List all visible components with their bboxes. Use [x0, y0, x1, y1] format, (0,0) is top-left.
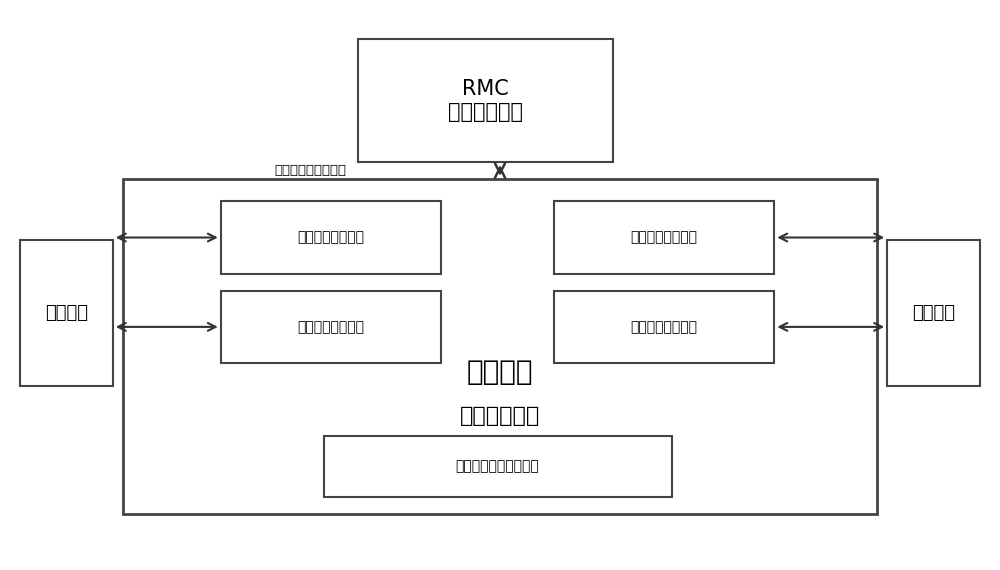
Text: 节点状态信息管理: 节点状态信息管理: [631, 320, 698, 334]
Text: 节点信息监控管理: 节点信息监控管理: [631, 230, 698, 245]
Bar: [358, 39, 613, 162]
Text: RMC
（一级管理）: RMC （一级管理）: [448, 79, 523, 122]
Bar: [324, 436, 672, 497]
Text: 风扇状态信息管理: 风扇状态信息管理: [297, 320, 364, 334]
Text: （二级管理）: （二级管理）: [460, 406, 540, 426]
Text: 节点中板: 节点中板: [467, 357, 533, 385]
Bar: [221, 291, 441, 363]
Text: 节点、风扇管理信息: 节点、风扇管理信息: [275, 164, 347, 177]
Text: 节点中板自身功能开发: 节点中板自身功能开发: [456, 459, 539, 474]
Text: 节点模块: 节点模块: [912, 304, 955, 322]
Bar: [221, 201, 441, 274]
Bar: [554, 291, 774, 363]
Bar: [20, 241, 113, 385]
Text: 风扇模块: 风扇模块: [45, 304, 88, 322]
Text: 风扇转速策略管理: 风扇转速策略管理: [297, 230, 364, 245]
Bar: [554, 201, 774, 274]
Bar: [123, 179, 877, 514]
Bar: [887, 241, 980, 385]
